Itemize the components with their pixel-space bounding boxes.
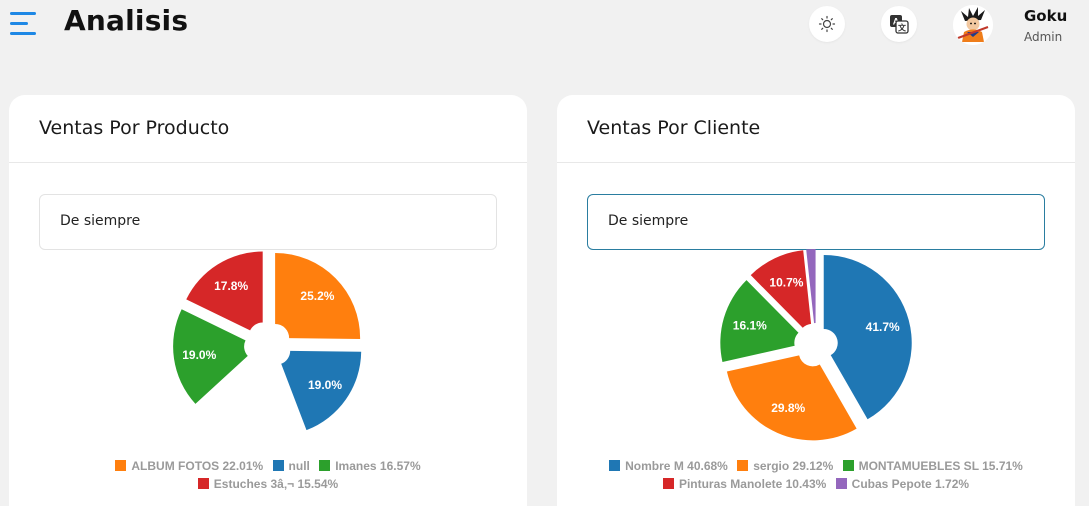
sun-icon [818,15,836,33]
legend: Nombre M 40.68% sergio 29.12% MONTAMUEBL… [557,457,1075,493]
menu-icon[interactable] [10,12,38,36]
translate-icon: A 文 [890,15,909,34]
slice-label: 25.2% [300,289,334,303]
ventas-por-producto-card: Ventas Por Producto De siempre 25.2% 19.0… [9,95,527,506]
ventas-por-cliente-card: Ventas Por Cliente De siempre 41.7% 29.8%… [557,95,1075,506]
pie-slice[interactable] [806,249,816,324]
legend-item[interactable]: Cubas Pepote 1.72% [835,475,969,493]
slice-label: 16.1% [733,319,767,333]
slice-label: 17.8% [214,279,248,293]
pie-slice[interactable] [720,280,799,362]
page-title: Analisis [64,4,189,37]
legend-item[interactable]: ALBUM FOTOS 22.01% [115,457,263,475]
pie-slice[interactable] [726,355,857,441]
slice-label: 29.8% [771,401,805,415]
pie-slice[interactable] [281,350,362,431]
svg-text:文: 文 [898,23,907,33]
legend-item[interactable]: MONTAMUEBLES SL 15.71% [842,457,1023,475]
legend-item[interactable]: null [272,457,310,475]
period-select[interactable]: De siempre [587,194,1045,250]
pie-slice[interactable] [275,252,361,340]
slice-label: 19.0% [182,348,216,362]
legend-item[interactable]: sergio 29.12% [737,457,833,475]
legend: ALBUM FOTOS 22.01% null Imanes 16.57% Es… [9,457,527,493]
period-select[interactable]: De siempre [39,194,497,250]
card-title: Ventas Por Producto [9,95,527,163]
translate-button[interactable]: A 文 [881,6,917,42]
legend-item[interactable]: Nombre M 40.68% [609,457,728,475]
user-name: Goku [1024,7,1068,25]
legend-item[interactable]: Imanes 16.57% [319,457,421,475]
pie-slice[interactable] [750,250,812,328]
pie-slice[interactable] [173,309,248,404]
card-title: Ventas Por Cliente [557,95,1075,163]
legend-item[interactable]: Estuches 3â‚¬ 15.54% [197,475,338,493]
pie-slice[interactable] [186,251,263,331]
slice-label: 41.7% [866,320,900,334]
legend-item[interactable]: Pinturas Manolete 10.43% [662,475,826,493]
slice-label: 10.7% [769,276,803,290]
avatar[interactable] [953,5,993,45]
user-role: Admin [1024,30,1063,44]
pie-slice[interactable] [823,254,912,420]
theme-toggle-button[interactable] [809,6,845,42]
slice-label: 19.0% [308,378,342,392]
pie-chart-cliente: 41.7% 29.8% 16.1% 10.7% [720,249,912,441]
pie-chart-producto: 25.2% 19.0% 19.0% 17.8% [173,251,362,431]
